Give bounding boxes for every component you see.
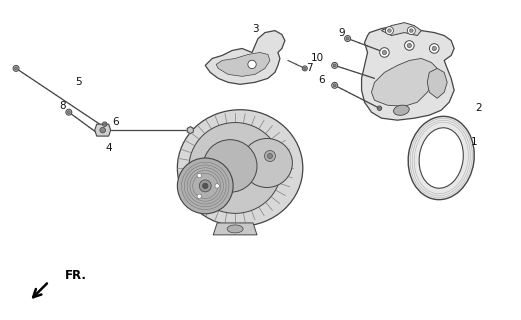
Polygon shape	[213, 223, 257, 235]
Circle shape	[13, 65, 19, 71]
Polygon shape	[216, 52, 270, 76]
Polygon shape	[95, 124, 110, 136]
Circle shape	[405, 41, 414, 50]
Ellipse shape	[419, 128, 463, 188]
Circle shape	[388, 29, 391, 32]
Ellipse shape	[408, 116, 474, 200]
Polygon shape	[187, 127, 193, 134]
Circle shape	[333, 64, 336, 67]
Text: 9: 9	[338, 28, 345, 37]
Circle shape	[432, 46, 437, 51]
Circle shape	[215, 184, 219, 188]
Circle shape	[410, 29, 413, 32]
Circle shape	[66, 109, 72, 115]
Circle shape	[197, 194, 202, 198]
Circle shape	[332, 62, 338, 68]
Circle shape	[197, 173, 202, 178]
Circle shape	[407, 27, 415, 35]
Circle shape	[267, 154, 272, 158]
Text: 6: 6	[113, 117, 119, 127]
Text: FR.: FR.	[65, 269, 87, 282]
Circle shape	[377, 106, 382, 110]
Ellipse shape	[393, 105, 410, 115]
Ellipse shape	[227, 225, 243, 233]
Circle shape	[386, 27, 393, 35]
Polygon shape	[381, 23, 421, 36]
Circle shape	[199, 180, 211, 192]
Text: 4: 4	[105, 143, 112, 153]
Polygon shape	[427, 68, 447, 98]
Ellipse shape	[177, 110, 303, 226]
Circle shape	[177, 158, 233, 214]
Circle shape	[407, 43, 412, 48]
Polygon shape	[362, 26, 454, 120]
Circle shape	[304, 67, 306, 70]
Circle shape	[429, 44, 439, 53]
Text: 1: 1	[471, 137, 477, 147]
Circle shape	[67, 111, 70, 114]
Circle shape	[333, 84, 336, 87]
Text: 5: 5	[76, 77, 82, 87]
Ellipse shape	[203, 140, 257, 192]
Circle shape	[103, 122, 107, 126]
Circle shape	[344, 36, 351, 42]
Circle shape	[104, 123, 106, 125]
Text: 8: 8	[59, 101, 66, 111]
Circle shape	[15, 67, 18, 70]
Text: 10: 10	[311, 53, 324, 63]
Text: 7: 7	[306, 63, 313, 73]
Polygon shape	[205, 31, 285, 84]
Ellipse shape	[189, 123, 281, 213]
Text: 6: 6	[318, 75, 325, 85]
Circle shape	[346, 37, 349, 40]
Circle shape	[265, 150, 276, 162]
Circle shape	[332, 82, 338, 88]
Circle shape	[248, 60, 256, 68]
Text: 2: 2	[476, 103, 482, 113]
Circle shape	[378, 107, 380, 109]
Circle shape	[380, 48, 389, 57]
Ellipse shape	[242, 139, 292, 188]
Circle shape	[382, 50, 387, 55]
Circle shape	[302, 66, 307, 71]
Circle shape	[100, 127, 105, 133]
Polygon shape	[371, 59, 437, 106]
Text: 3: 3	[252, 24, 258, 34]
Circle shape	[203, 183, 208, 189]
